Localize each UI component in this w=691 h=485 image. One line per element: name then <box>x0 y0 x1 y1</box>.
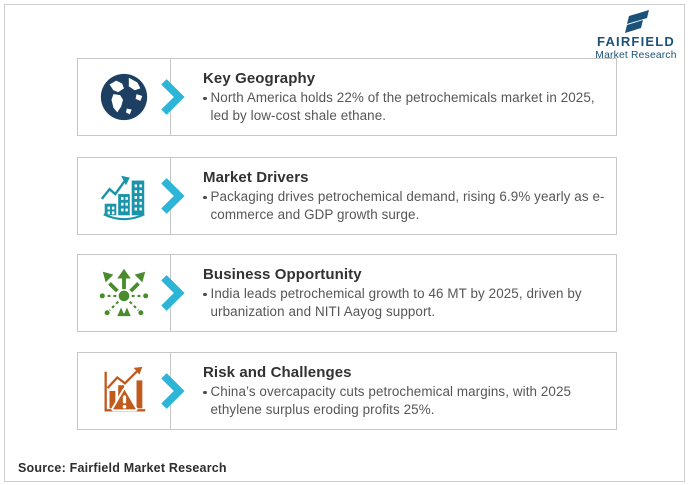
card-body: Packaging drives petrochemical demand, r… <box>210 188 605 222</box>
globe-icon <box>100 73 148 121</box>
chevron-right-icon <box>160 178 185 214</box>
card-text-area: Business Opportunity India leads petroch… <box>160 255 616 331</box>
fairfield-flag-icon <box>625 10 649 33</box>
bullet-dot <box>203 390 207 395</box>
icon-box <box>78 255 171 331</box>
card-title: Key Geography <box>203 69 316 87</box>
source-attribution: Source: Fairfield Market Research <box>18 461 227 475</box>
icon-box <box>78 158 171 234</box>
card-body: North America holds 22% of the petrochem… <box>210 89 595 123</box>
risk-warning-chart-icon <box>104 366 146 412</box>
bullet-dot <box>203 195 207 200</box>
card-title: Market Drivers <box>203 168 309 186</box>
icon-box <box>78 353 171 429</box>
expansion-arrows-icon <box>99 268 149 317</box>
info-card-market-drivers: Market Drivers Packaging drives petroche… <box>77 157 617 235</box>
city-growth-chart-icon <box>100 175 145 221</box>
card-text-area: Risk and Challenges China’s overcapacity… <box>160 353 616 429</box>
card-title: Business Opportunity <box>203 265 362 283</box>
card-text-area: Key Geography North America holds 22% of… <box>160 59 616 135</box>
icon-box <box>78 59 171 135</box>
card-title: Risk and Challenges <box>203 363 352 381</box>
chevron-right-icon <box>160 373 185 409</box>
bullet-dot <box>203 96 207 101</box>
card-text-area: Market Drivers Packaging drives petroche… <box>160 158 616 234</box>
card-body: India leads petrochemical growth to 46 M… <box>210 285 582 319</box>
chevron-right-icon <box>160 275 185 311</box>
info-card-key-geography: Key Geography North America holds 22% of… <box>77 58 617 136</box>
brand-name: FAIRFIELD <box>597 34 675 49</box>
bullet-dot <box>203 292 207 297</box>
brand-subtitle: Market Research <box>595 49 677 61</box>
card-body: China’s overcapacity cuts petrochemical … <box>210 383 572 417</box>
info-card-risk-and-challenges: Risk and Challenges China’s overcapacity… <box>77 352 617 430</box>
brand-logo: FAIRFIELD Market Research <box>593 8 679 61</box>
chevron-right-icon <box>160 79 185 115</box>
info-card-business-opportunity: Business Opportunity India leads petroch… <box>77 254 617 332</box>
